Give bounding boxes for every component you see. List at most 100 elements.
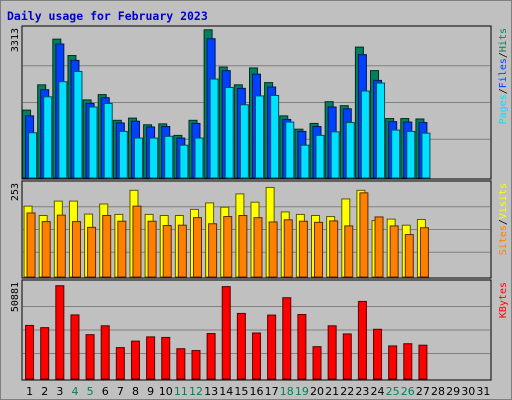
bar	[85, 334, 95, 380]
series-pages	[28, 71, 431, 179]
bar	[238, 214, 248, 278]
day-label: 24	[371, 385, 385, 398]
day-label: 10	[159, 385, 173, 398]
day-label: 9	[147, 385, 154, 398]
bar	[147, 220, 157, 278]
bar	[300, 144, 310, 179]
bar	[360, 90, 370, 179]
day-label: 15	[234, 385, 248, 398]
bar	[223, 216, 233, 278]
legend-separator: /	[498, 88, 509, 94]
legend-separator: /	[498, 52, 509, 58]
day-label: 8	[132, 385, 139, 398]
bar	[132, 205, 142, 278]
day-label: 25	[386, 385, 400, 398]
day-label: 11	[174, 385, 188, 398]
panel-legend: Pages/Files/Hits	[498, 28, 509, 124]
bar	[224, 86, 234, 179]
bar	[327, 325, 337, 380]
bar	[164, 135, 174, 179]
bar	[373, 328, 383, 380]
legend-visits: Visits	[498, 183, 509, 219]
day-label: 12	[189, 385, 203, 398]
bar	[206, 333, 216, 380]
bar	[297, 314, 307, 380]
day-label: 16	[250, 385, 264, 398]
bar	[146, 336, 156, 380]
bar	[314, 221, 324, 278]
bar	[161, 336, 171, 380]
bar	[40, 327, 50, 380]
bar	[58, 81, 68, 179]
chart-title: Daily usage for February 2023	[7, 9, 208, 23]
bar	[176, 348, 186, 380]
bar	[192, 217, 202, 278]
legend-files: Files	[498, 58, 509, 88]
bar	[376, 82, 386, 179]
series-sites	[26, 192, 429, 278]
bar	[25, 324, 35, 380]
day-label: 17	[265, 385, 279, 398]
day-label: 2	[41, 385, 48, 398]
bar	[388, 345, 398, 380]
day-label: 20	[310, 385, 324, 398]
bar	[270, 94, 280, 179]
bar	[43, 96, 53, 179]
bar	[191, 350, 201, 380]
legend-kbytes: KBytes	[498, 282, 509, 318]
bar	[130, 340, 140, 380]
bar	[298, 220, 308, 278]
day-label: 27	[416, 385, 430, 398]
bar	[285, 121, 295, 179]
day-label: 13	[204, 385, 218, 398]
bar	[359, 192, 369, 278]
bar	[389, 225, 399, 278]
bar	[344, 225, 354, 278]
bar	[209, 78, 219, 179]
panel-kbytes: 50881 KBytes	[10, 279, 509, 381]
day-label: 18	[280, 385, 294, 398]
bar	[236, 312, 246, 380]
day-label: 5	[87, 385, 94, 398]
bar	[194, 137, 204, 179]
bar	[56, 214, 66, 278]
bar	[26, 212, 36, 278]
day-label: 29	[446, 385, 460, 398]
day-label: 21	[325, 385, 339, 398]
legend-pages: Pages	[498, 94, 509, 124]
bar	[391, 129, 401, 179]
bar	[162, 225, 172, 278]
bar	[252, 332, 261, 380]
panel-scale-label: 50881	[10, 282, 21, 312]
bar	[374, 216, 384, 278]
bar	[149, 137, 159, 179]
bar	[179, 144, 189, 179]
day-label: 1	[26, 385, 33, 398]
bar	[117, 220, 127, 278]
bar	[70, 314, 80, 380]
panel-visits-sites: 253 Sites/Visits	[10, 180, 509, 279]
day-label: 4	[71, 385, 78, 398]
bar	[315, 134, 325, 179]
bar	[102, 214, 112, 278]
bar	[404, 234, 414, 278]
day-label: 3	[56, 385, 63, 398]
bar	[88, 106, 98, 179]
bar	[357, 300, 367, 380]
series-kbytes	[25, 285, 428, 380]
day-label: 6	[102, 385, 109, 398]
day-axis: 1 2 3 4 5 6 7 8 9 10 11 12 13 14 15 16 17 18 19 20 21 22 23 24 2…	[26, 385, 490, 398]
bar	[268, 221, 278, 278]
bar	[73, 71, 83, 179]
bar	[406, 130, 416, 179]
bar	[133, 137, 143, 179]
bar	[282, 297, 292, 380]
legend-separator: /	[498, 219, 509, 225]
bar	[208, 223, 218, 278]
bar	[100, 325, 110, 380]
day-label: 19	[295, 385, 309, 398]
bar	[87, 226, 97, 278]
panel-legend: KBytes	[498, 282, 509, 318]
bar	[255, 95, 264, 179]
